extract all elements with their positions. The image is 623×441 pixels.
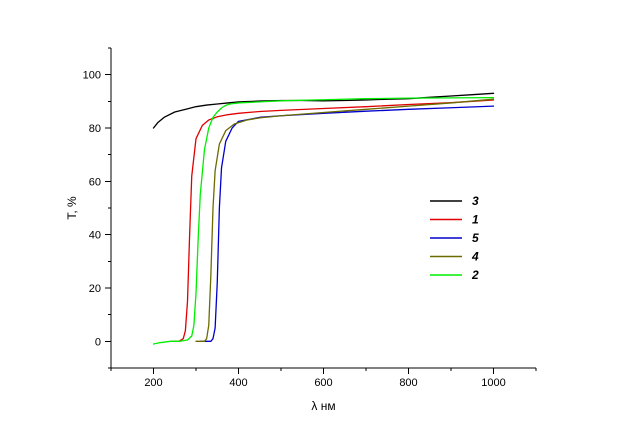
y-axis-ticks: 0 20 40 60 80 100: [83, 47, 111, 369]
x-tick-label-1000: 1000: [481, 377, 505, 389]
x-tick-label-600: 600: [314, 377, 332, 389]
y-tick-label-100: 100: [83, 70, 101, 82]
y-tick-label-60: 60: [89, 176, 101, 188]
legend-label-1: 1: [472, 213, 479, 227]
x-tick-label-400: 400: [229, 377, 247, 389]
x-axis-ticks: 200 400 600 800 1000: [110, 368, 537, 389]
legend: 3 1 5 4 2: [430, 194, 479, 282]
legend-label-5: 5: [472, 231, 479, 245]
series-layer: [152, 92, 495, 345]
legend-label-3: 3: [472, 194, 479, 208]
y-tick-label-80: 80: [89, 123, 101, 135]
y-tick-label-0: 0: [95, 336, 101, 348]
x-axis-title: λ нм: [311, 399, 335, 413]
legend-label-4: 4: [471, 250, 479, 264]
series-line-5: [199, 105, 495, 342]
y-tick-label-40: 40: [89, 230, 101, 242]
y-tick-label-20: 20: [89, 283, 101, 295]
x-tick-label-800: 800: [399, 377, 417, 389]
legend-label-2: 2: [471, 268, 479, 282]
series-line-2: [152, 96, 495, 345]
x-tick-label-200: 200: [144, 377, 162, 389]
y-axis-title: T, %: [65, 196, 79, 220]
series-line-4: [195, 98, 495, 342]
